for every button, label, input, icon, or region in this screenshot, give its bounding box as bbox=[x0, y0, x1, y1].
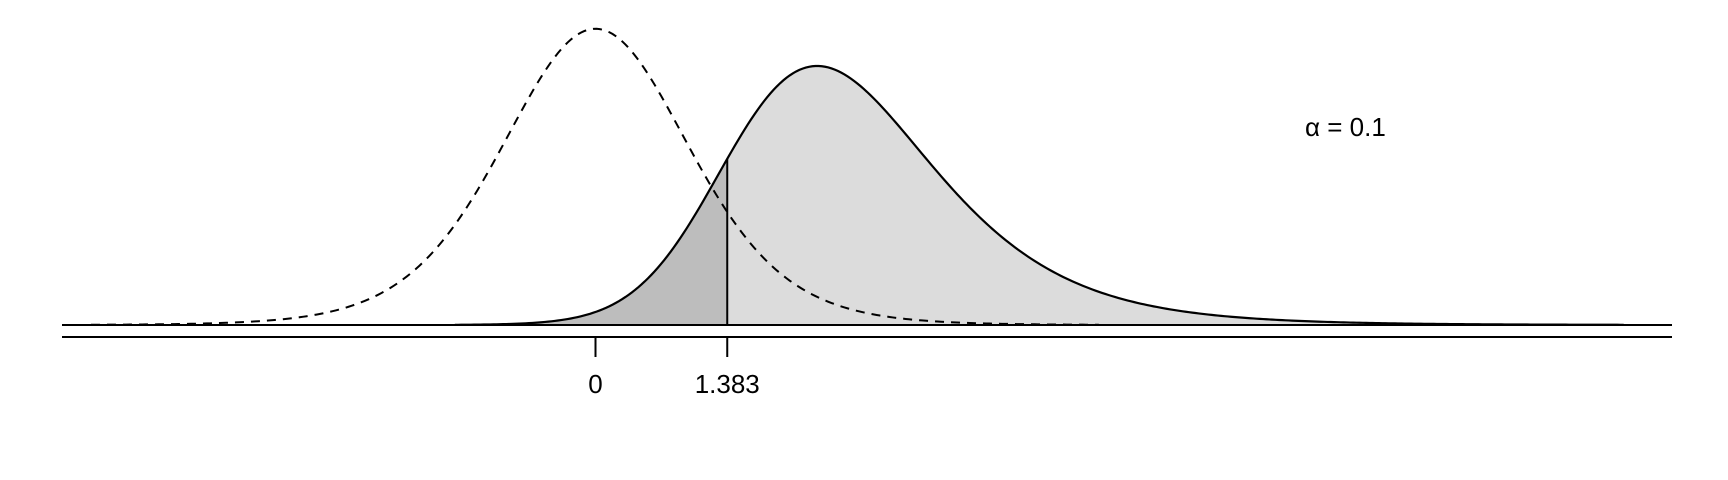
type-ii-error-region-fill bbox=[454, 158, 728, 325]
power-region-fill bbox=[727, 66, 1624, 325]
alpha-annotation: α = 0.1 bbox=[1305, 112, 1386, 142]
x-tick-label-critical: 1.383 bbox=[695, 369, 760, 399]
alternative-distribution-curve bbox=[454, 64, 1624, 326]
null-distribution-curve bbox=[90, 27, 1099, 326]
x-tick-label-0: 0 bbox=[588, 369, 602, 399]
